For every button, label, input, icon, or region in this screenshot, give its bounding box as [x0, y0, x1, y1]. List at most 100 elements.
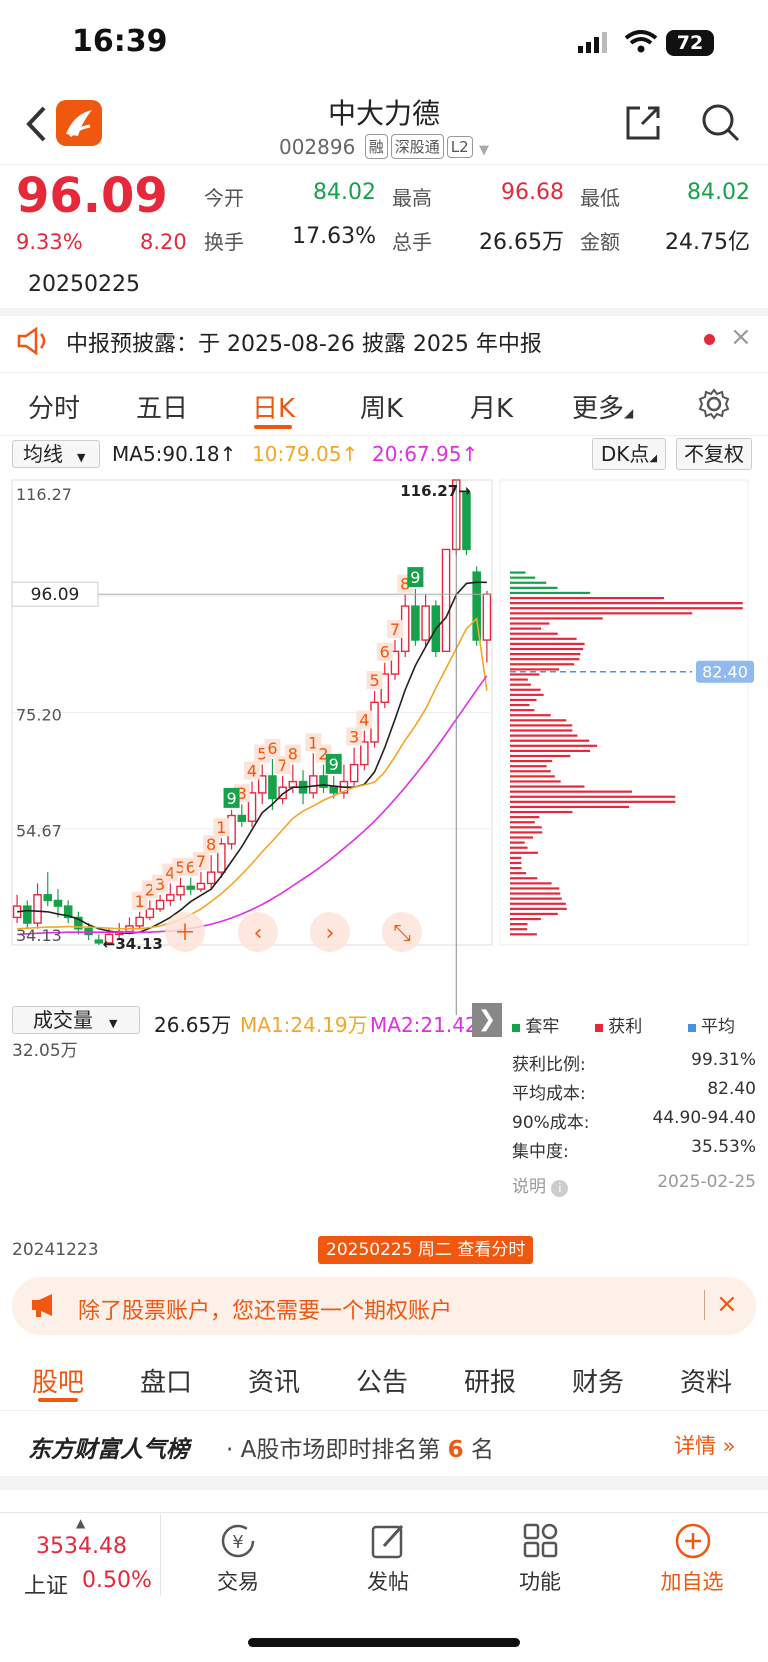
legend-trapped: 套牢: [525, 1017, 560, 1037]
svg-text:¥: ¥: [232, 1532, 243, 1553]
dk-label: DK点: [600, 442, 650, 466]
ma-select[interactable]: 均线 ▼: [12, 440, 100, 468]
tab-announcement[interactable]: 公告: [356, 1368, 409, 1398]
post-icon[interactable]: [370, 1522, 408, 1560]
ad-banner[interactable]: [12, 1277, 756, 1335]
cost-bar: [510, 668, 560, 671]
index-name[interactable]: 上证: [24, 1574, 69, 1599]
cost-bar: [510, 729, 573, 732]
cost-bar: [510, 892, 561, 895]
signal-badge: [244, 761, 260, 780]
cost-bar: [510, 673, 540, 676]
volume-ma1: MA1:24.19万: [240, 1013, 368, 1037]
battery-level: 72: [676, 32, 704, 54]
notice-close-icon[interactable]: ×: [730, 322, 752, 352]
candle-up: [176, 885, 185, 896]
volume-select[interactable]: 成交量 ▼: [12, 1006, 140, 1034]
ranking-prefix: · A股市场即时排名第: [226, 1437, 441, 1463]
cost-bar: [510, 719, 567, 722]
dk-button[interactable]: DK点◢: [592, 438, 666, 470]
ranking-text[interactable]: · A股市场即时排名第 6 名: [226, 1430, 494, 1464]
cost-bar: [510, 882, 552, 885]
stock-code: 002896: [278, 135, 356, 159]
signal-digit: 6: [267, 739, 277, 758]
nav-trade[interactable]: 交易: [217, 1570, 259, 1594]
y-tick-label: 54.67: [16, 822, 62, 841]
stat-profit-ratio-label: 获利比例:: [512, 1055, 586, 1075]
ma20-label: 20:67.95↑: [372, 442, 479, 466]
cost-bar: [510, 693, 544, 696]
index-change[interactable]: 0.50%: [82, 1568, 152, 1593]
cost-bar: [510, 607, 743, 610]
settings-gear-icon[interactable]: [698, 388, 730, 420]
ranking-detail-link[interactable]: 详情 »: [674, 1434, 736, 1458]
nav-add-favorite[interactable]: 加自选: [660, 1570, 724, 1594]
tab-daily-k[interactable]: 日K: [252, 394, 296, 424]
nav-function[interactable]: 功能: [519, 1570, 561, 1594]
cost-bar: [510, 800, 676, 803]
tab-weekly-k[interactable]: 周K: [360, 394, 404, 424]
candle-down: [43, 894, 53, 902]
wifi-icon: [624, 30, 658, 53]
dropdown-icon[interactable]: ▼: [479, 143, 489, 158]
stat-profit-ratio-value: 99.31%: [691, 1050, 756, 1070]
speaker-icon: [17, 326, 46, 356]
cost-bar: [510, 851, 538, 854]
tab-news[interactable]: 资讯: [248, 1368, 301, 1398]
chart-nav-button: [310, 912, 350, 952]
tab-intraday[interactable]: 分时: [28, 394, 81, 424]
signal-digit: 4: [247, 762, 257, 781]
signal-digit: 8: [206, 835, 216, 854]
kline-chart[interactable]: 82.40 123456781234567812345678999 116.27…: [0, 470, 768, 1015]
volume-current: 26.65万: [154, 1013, 232, 1037]
ma10-label: 10:79.05↑: [252, 442, 359, 466]
stat-avg-cost-value: 82.40: [707, 1079, 756, 1099]
stat-note[interactable]: 说明 i: [512, 1172, 569, 1197]
tab-guba[interactable]: 股吧: [32, 1368, 85, 1398]
cost-bar: [510, 647, 584, 651]
tab-five-day[interactable]: 五日: [136, 394, 189, 424]
bottom-nav: [0, 1512, 768, 1662]
cost-legend: 套牢 获利 平均: [512, 1012, 735, 1037]
signal-digit: 6: [186, 858, 196, 877]
volume-label: 总手: [392, 230, 432, 254]
avg-cost-tag: [696, 660, 754, 683]
tab-monthly-k[interactable]: 月K: [470, 394, 514, 424]
candle-down: [462, 492, 471, 551]
ad-text[interactable]: 除了股票账户，您还需要一个期权账户: [78, 1299, 453, 1324]
notice-text[interactable]: 中报预披露：于 2025-08-26 披露 2025 年中报: [66, 332, 542, 357]
signal-digit: 3: [155, 875, 165, 894]
legend-avg: 平均: [701, 1017, 736, 1037]
back-icon[interactable]: [24, 104, 48, 144]
trade-icon[interactable]: ¥: [218, 1522, 258, 1560]
tab-finance[interactable]: 财务: [572, 1368, 625, 1398]
candle-up: [257, 775, 267, 794]
function-grid-icon[interactable]: [522, 1522, 560, 1560]
cost-bar: [510, 637, 577, 640]
tab-research[interactable]: 研报: [464, 1368, 517, 1398]
ad-close-icon[interactable]: ×: [716, 1289, 738, 1319]
cost-bar: [510, 652, 581, 656]
cost-bar: [510, 586, 558, 589]
high-label: 最高: [392, 186, 432, 210]
cost-bar: [510, 709, 535, 712]
stat-note-label: 说明: [512, 1177, 546, 1197]
ma20-line: [17, 675, 488, 936]
adjust-button[interactable]: 不复权: [676, 438, 752, 470]
tab-pankou[interactable]: 盘口: [140, 1368, 193, 1398]
share-icon[interactable]: [622, 102, 664, 144]
tab-profile[interactable]: 资料: [680, 1368, 733, 1398]
add-favorite-icon[interactable]: [674, 1522, 712, 1560]
cost-bar: [510, 571, 526, 574]
selected-date-pill[interactable]: 20250225 周二 查看分时: [318, 1236, 534, 1264]
cost-bar: [510, 703, 530, 707]
search-icon[interactable]: [700, 102, 742, 144]
tab-more[interactable]: 更多◢: [572, 394, 634, 424]
signal-badge: [203, 835, 220, 854]
collapse-handle-icon[interactable]: ❯: [472, 1003, 502, 1037]
nav-post[interactable]: 发帖: [367, 1570, 409, 1594]
signal-digit: 5: [257, 745, 267, 764]
cost-bar: [510, 831, 543, 834]
cost-bar: [510, 759, 553, 763]
index-value[interactable]: 3534.48: [36, 1534, 127, 1559]
